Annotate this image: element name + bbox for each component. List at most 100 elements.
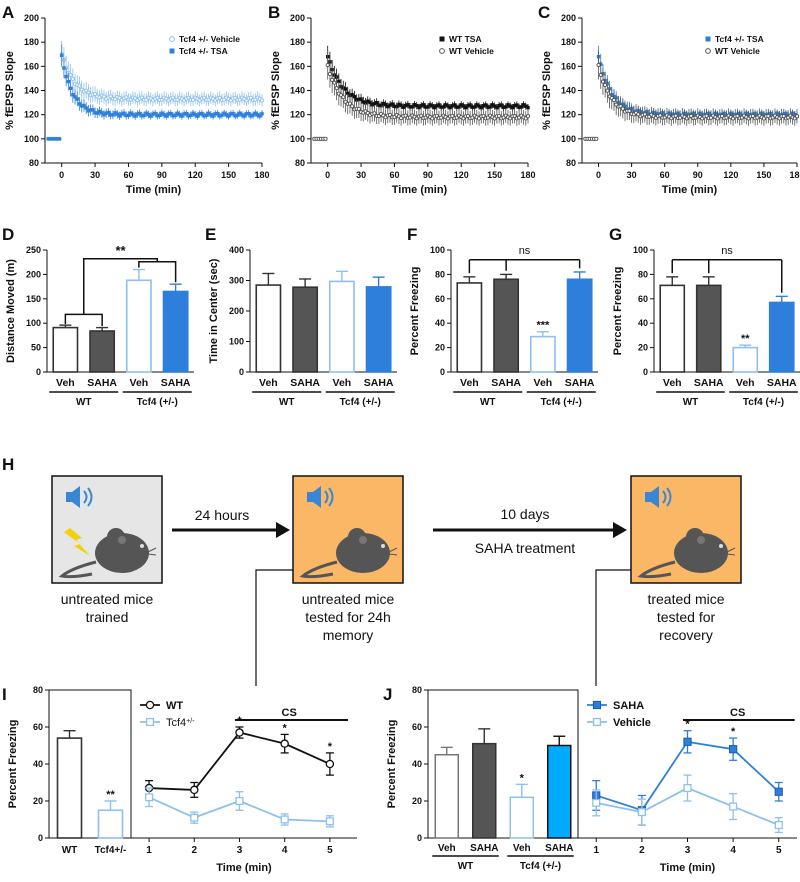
data-point — [350, 104, 355, 109]
data-point — [387, 112, 393, 117]
data-point — [151, 112, 155, 116]
data-point — [450, 104, 455, 108]
category-label: Veh — [460, 377, 479, 389]
y-tick-label: 160 — [24, 61, 39, 71]
chart-c: 80 100 120 140 160 180 200 0 30 60 90 120 150 180 Time… — [541, 13, 800, 196]
y-tick-label: 100 — [26, 318, 41, 328]
bar — [365, 286, 392, 373]
data-point — [461, 104, 466, 108]
y-tick-label: 100 — [430, 245, 445, 255]
significance-label: ns — [519, 245, 531, 257]
y-axis-label: Percent Freezing — [612, 267, 624, 356]
data-point — [222, 111, 226, 115]
speaker-icon — [307, 486, 334, 508]
data-point — [251, 113, 255, 117]
category-label: SAHA — [470, 843, 498, 854]
data-point — [146, 112, 151, 117]
data-point — [515, 103, 519, 107]
data-point — [611, 97, 617, 103]
y-tick-label: 200 — [561, 13, 576, 23]
significance-star: ** — [106, 789, 115, 801]
bar — [768, 301, 795, 373]
data-point — [213, 112, 217, 116]
lightning-icon — [64, 528, 90, 556]
y-tick-label: 0 — [38, 833, 43, 843]
panel-label-h: H — [2, 455, 14, 474]
category-label: SAHA — [694, 377, 724, 389]
data-point — [379, 103, 383, 108]
category-label: WT — [62, 845, 78, 856]
data-point — [46, 137, 51, 141]
x-tick-label: 0 — [596, 170, 601, 180]
box3-caption-line1: treated mice — [647, 591, 724, 607]
y-tick-label: 140 — [561, 86, 576, 96]
panel-label-j: J — [383, 685, 392, 704]
data-point — [472, 105, 477, 109]
data-point — [381, 101, 386, 106]
speaker-icon — [645, 486, 672, 508]
data-point — [68, 86, 73, 90]
data-point — [435, 104, 439, 108]
step2-label: 10 days — [500, 506, 549, 522]
x-axis-label: Time (min) — [660, 862, 716, 874]
y-tick-label: 120 — [561, 110, 576, 120]
y-tick-label: 80 — [435, 269, 445, 279]
series-tcf4-vehicle — [46, 40, 265, 141]
data-point — [325, 817, 334, 826]
y-tick-label: 250 — [26, 245, 41, 255]
bar — [125, 279, 152, 373]
x-tick-label: 90 — [157, 170, 167, 180]
y-tick-label: 100 — [24, 134, 39, 144]
x-tick-label: 180 — [520, 170, 535, 180]
panel-label-b: B — [268, 3, 280, 22]
bar — [659, 284, 686, 373]
data-point — [729, 745, 738, 754]
data-point — [235, 728, 244, 737]
series-tcf4-tsa — [46, 44, 264, 141]
data-point — [642, 112, 647, 117]
legend-label: WT Vehicle — [449, 46, 494, 56]
chart-b: 80 100 120 140 160 180 200 0 30 60 90 120 150 180 Time… — [270, 13, 536, 196]
panel-label-c: C — [538, 3, 550, 22]
category-label: SAHA — [364, 377, 394, 389]
data-point — [255, 113, 260, 117]
y-tick-label: 160 — [290, 61, 305, 71]
y-axis-label: Distance Moved (m) — [5, 259, 17, 363]
data-point — [209, 113, 213, 117]
x-tick-label: 30 — [90, 170, 100, 180]
y-tick-label: 80 — [33, 685, 43, 695]
mouse-icon — [299, 528, 398, 579]
data-point — [394, 104, 399, 109]
x-tick-label: 1 — [146, 845, 152, 856]
category-label: SAHA — [161, 377, 191, 389]
data-point — [124, 113, 128, 118]
category-label: Veh — [333, 377, 352, 389]
data-point — [627, 108, 632, 113]
data-point — [620, 106, 625, 111]
chart-g: 0 20 40 60 80 100 Percent Freezing Veh SAHA Veh **… — [612, 245, 800, 408]
series-wt — [144, 726, 335, 798]
data-point — [86, 90, 91, 95]
data-point — [426, 105, 430, 109]
box3-caption-line2: tested for — [657, 609, 716, 625]
data-point — [164, 114, 168, 118]
significance-star: * — [283, 722, 288, 734]
bar — [566, 278, 593, 373]
data-point — [68, 72, 73, 77]
y-tick-label: 200 — [24, 13, 39, 23]
data-point — [508, 104, 512, 108]
data-point — [259, 98, 265, 103]
bar — [547, 744, 572, 839]
data-point — [337, 79, 341, 84]
data-point — [383, 102, 388, 107]
data-point — [253, 111, 258, 115]
bar — [255, 284, 282, 373]
y-tick-label: 40 — [412, 759, 422, 769]
data-point — [206, 111, 211, 115]
data-point — [175, 111, 180, 115]
data-point — [327, 71, 332, 77]
bar — [162, 290, 189, 373]
data-point — [48, 137, 53, 141]
data-point — [71, 93, 75, 97]
